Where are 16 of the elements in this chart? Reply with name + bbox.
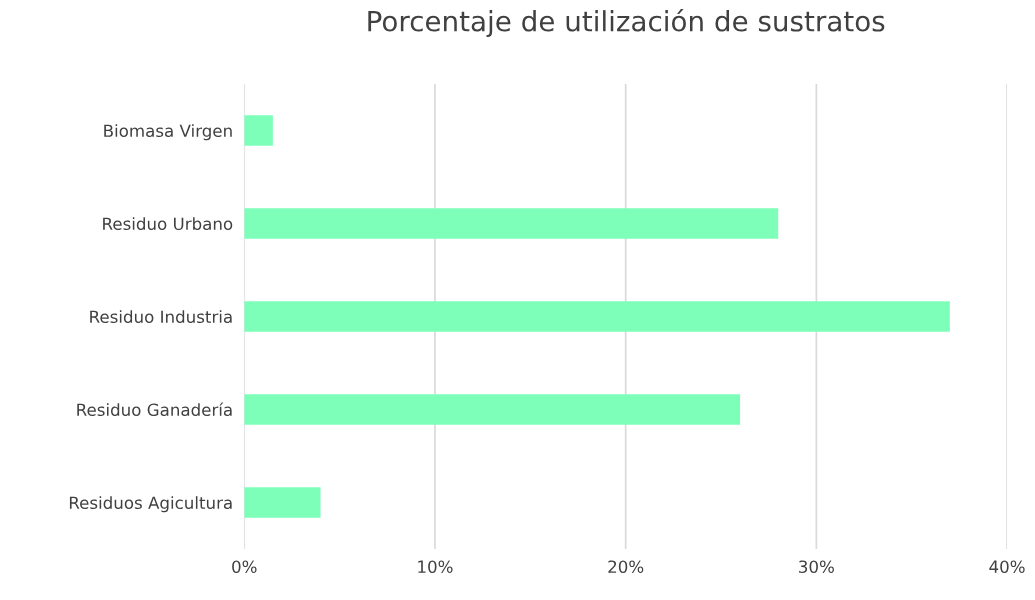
- y-tick-label: Residuos Agicultura: [69, 496, 232, 513]
- x-tick-label: 0%: [232, 560, 257, 574]
- bar: [244, 115, 273, 146]
- chart-title: Porcentaje de utilización de sustratos: [368, 9, 885, 37]
- bar: [244, 487, 321, 518]
- y-tick-label: Residuo Urbano: [103, 217, 233, 231]
- x-tick-label: 20%: [608, 560, 644, 574]
- x-tick-label: 30%: [799, 560, 834, 574]
- bar: [244, 394, 741, 425]
- bar: [244, 208, 779, 239]
- y-tick-label: Residuo Ganadería: [77, 402, 232, 417]
- y-tick-label: Residuo Industria: [90, 310, 232, 324]
- y-tick-label: Biomasa Virgen: [104, 124, 232, 141]
- x-tick-label: 10%: [418, 560, 453, 574]
- x-tick-label: 40%: [989, 560, 1025, 574]
- bar: [244, 301, 950, 332]
